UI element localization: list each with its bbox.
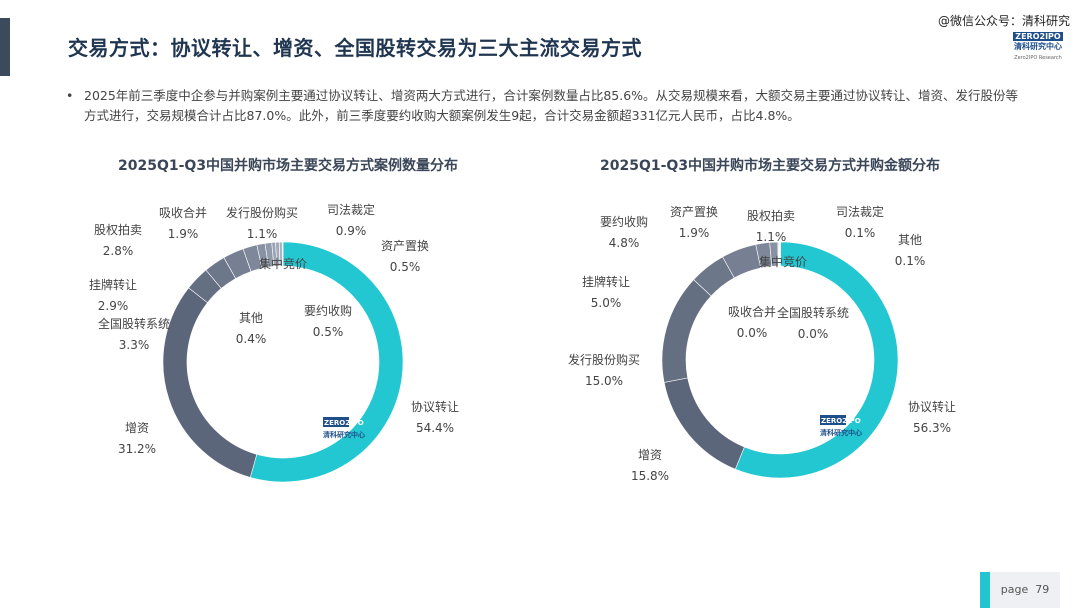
slice-label-value: 1.9% [679, 226, 710, 240]
slice-label-name: 股权拍卖 [747, 208, 795, 223]
slice-label-value: 15.8% [631, 469, 669, 483]
donut-slice-amount-0 [734, 241, 899, 479]
logo: ZERO2IPO 清科研究中心 Zero2IPO Research [1008, 32, 1068, 63]
chart-logo-text: ZERO2IPO [821, 417, 861, 425]
chart-logo-mark [323, 417, 349, 427]
slice-label-value: 5.0% [591, 296, 622, 310]
summary-text: 2025年前三季度中企参与并购案例主要通过协议转让、增资两大方式进行，合计案例数… [84, 88, 1019, 123]
slice-label-name: 其他 [239, 311, 263, 325]
slice-label-value: 0.1% [895, 254, 926, 268]
slice-label-name: 全国股转系统 [777, 305, 849, 320]
slice-label-name: 增资 [125, 421, 149, 435]
chart-logo-mark [820, 415, 846, 425]
slice-label-value: 15.0% [585, 374, 623, 388]
donut-slice-count-11 [281, 241, 284, 267]
donut-slice-amount-1 [663, 377, 745, 470]
slice-label-name: 协议转让 [411, 399, 459, 414]
chart-logo-subtitle: 清科研究中心 [820, 428, 862, 437]
chart-title-amount: 2025Q1-Q3中国并购市场主要交易方式并购金额分布 [600, 158, 941, 174]
slice-label-name: 协议转让 [908, 399, 956, 414]
slice-label-value: 2.9% [98, 299, 129, 313]
chart-logo-subtitle: 清科研究中心 [323, 430, 365, 439]
accent-bar [0, 18, 10, 76]
slice-label-name: 挂牌转让 [582, 274, 630, 289]
summary-bullet: • 2025年前三季度中企参与并购案例主要通过协议转让、增资两大方式进行，合计案… [66, 86, 1026, 126]
slice-label-value: 1.9% [168, 227, 199, 241]
slice-label-name: 资产置换 [381, 239, 429, 253]
bullet-dot: • [66, 88, 74, 103]
watermark: @微信公众号：清科研究 [937, 14, 1070, 28]
slice-label-value: 0.5% [313, 325, 344, 339]
slice-label-name: 吸收合并 [728, 304, 776, 319]
slice-label-name: 要约收购 [600, 214, 648, 229]
slice-label-value: 56.3% [913, 421, 951, 435]
slice-label-name: 要约收购 [304, 303, 352, 318]
slice-label-value: 31.2% [118, 442, 156, 456]
slice-label-name: 司法裁定 [327, 202, 375, 217]
slice-label-name: 其他 [898, 233, 922, 247]
slice-label-value: 54.4% [416, 421, 454, 435]
slice-label-name: 吸收合并 [159, 205, 207, 220]
donut-slice-amount-2 [661, 279, 712, 383]
slice-label-value: 0.4% [236, 332, 267, 346]
slice-label-value: 0.0% [798, 327, 829, 341]
slice-label-value: 4.8% [609, 236, 640, 250]
slice-label-name: 发行股份购买 [226, 205, 298, 220]
slice-label-value: 0.1% [845, 226, 876, 240]
page-number-value: 79 [1035, 583, 1050, 596]
slice-label-name: 集中竞价 [259, 256, 307, 271]
slice-label-name: 司法裁定 [836, 204, 884, 219]
slice-label-value: 0.5% [390, 260, 421, 274]
logo-subtitle: 清科研究中心 [1014, 42, 1062, 51]
slice-label-value: 0.9% [336, 224, 367, 238]
page-title: 交易方式：协议转让、增资、全国股转交易为三大主流交易方式 [68, 36, 642, 60]
slice-label-name: 集中竞价 [759, 254, 807, 269]
slice-label-name: 股权拍卖 [94, 222, 142, 237]
chart-logo-text: ZERO2IPO [324, 419, 364, 427]
chart-title-count: 2025Q1-Q3中国并购市场主要交易方式案例数量分布 [118, 158, 459, 174]
slice-label-value: 1.1% [756, 230, 787, 244]
slice-label-name: 全国股转系统 [98, 316, 170, 331]
slice-label-value: 1.1% [247, 227, 278, 241]
page-number: page 79 [990, 572, 1060, 608]
donut-slice-count-0 [249, 241, 404, 483]
donut-slice-amount-11 [779, 241, 782, 267]
slice-label-value: 0.0% [737, 326, 768, 340]
slice-label-name: 发行股份购买 [568, 352, 640, 367]
slice-label-value: 3.3% [119, 338, 150, 352]
footer-accent [980, 572, 990, 608]
slice-label-value: 2.8% [103, 244, 134, 258]
page-label: page [1000, 583, 1029, 596]
logo-english: Zero2IPO Research [1014, 55, 1062, 61]
slice-label-name: 增资 [638, 448, 662, 462]
logo-mark: ZERO2IPO [1013, 32, 1063, 41]
slice-label-name: 资产置换 [670, 205, 718, 219]
slice-label-name: 挂牌转让 [89, 277, 137, 292]
